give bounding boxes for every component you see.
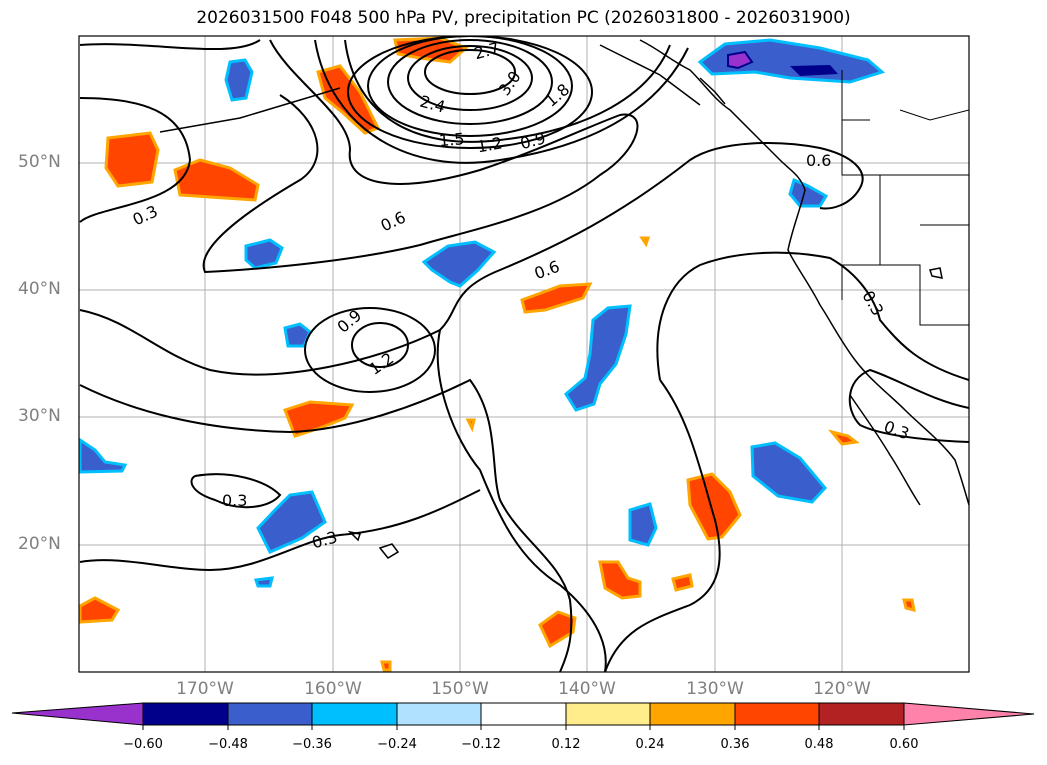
contour-label: 2.7: [472, 38, 502, 63]
lat-label: 40°N: [18, 279, 61, 299]
colorbar-segment: [227, 702, 313, 726]
colorbar-segment: [142, 702, 229, 726]
colorbar-tick: −0.36: [292, 737, 332, 752]
colorbar-segment: [396, 702, 482, 726]
contour-label: 0.3: [858, 287, 887, 319]
lat-label: 30°N: [18, 406, 61, 426]
contour-label: 3.0: [495, 67, 525, 99]
colorbar-segment: [649, 702, 736, 726]
precip-negative-areas: [79, 38, 886, 588]
contour-label: 0.6: [532, 257, 562, 284]
lat-label: 50°N: [18, 152, 61, 172]
colorbar-tick: −0.12: [461, 737, 501, 752]
pv-contours: [79, 36, 969, 672]
lon-label: 140°W: [558, 679, 616, 699]
colorbar-segment: [734, 702, 820, 726]
contour-label: 0.9: [518, 128, 548, 153]
contour-label: 2.4: [418, 92, 448, 117]
map-frame: [78, 35, 970, 673]
contour-label: 0.3: [222, 491, 247, 510]
lat-label: 20°N: [18, 534, 61, 554]
map-title: 2026031500 F048 500 hPa PV, precipitatio…: [196, 8, 851, 28]
lon-label: 150°W: [431, 679, 489, 699]
coastlines: [159, 39, 969, 559]
contour-label: 0.3: [130, 201, 161, 229]
precip-positive-areas: [79, 36, 916, 672]
colorbar-tick: −0.60: [123, 737, 163, 752]
contour-label: 1.2: [366, 349, 398, 379]
colorbar: [11, 702, 1035, 730]
contour-label: 1.2: [475, 133, 503, 156]
contour-label: 1.5: [438, 129, 465, 150]
precip-deep-core: [790, 65, 838, 76]
political-borders: [841, 70, 969, 326]
colorbar-segment: [565, 702, 651, 726]
colorbar-segment: [311, 702, 398, 726]
colorbar-tick: 0.60: [889, 737, 919, 752]
contour-label: 0.6: [378, 207, 409, 235]
colorbar-extend-high: [903, 702, 1035, 726]
lon-label: 130°W: [686, 679, 744, 699]
colorbar-tick: 0.36: [720, 737, 750, 752]
contour-label: 0.3: [881, 417, 911, 444]
contour-label: 0.6: [806, 151, 831, 170]
colorbar-segment: [480, 702, 567, 726]
colorbar-tick: 0.24: [635, 737, 665, 752]
colorbar-tick: 0.12: [551, 737, 581, 752]
colorbar-segment: [818, 702, 905, 726]
lon-label: 160°W: [304, 679, 362, 699]
lon-label: 170°W: [176, 679, 234, 699]
colorbar-tick: −0.48: [208, 737, 248, 752]
colorbar-extend-low: [11, 702, 144, 726]
contour-label: 1.8: [541, 80, 573, 111]
colorbar-tick: −0.24: [377, 737, 417, 752]
precip-strong-core: [727, 50, 754, 70]
contour-label: 0.9: [333, 306, 365, 337]
gridlines: [79, 36, 969, 672]
colorbar-tick: 0.48: [804, 737, 834, 752]
lon-label: 120°W: [813, 679, 871, 699]
